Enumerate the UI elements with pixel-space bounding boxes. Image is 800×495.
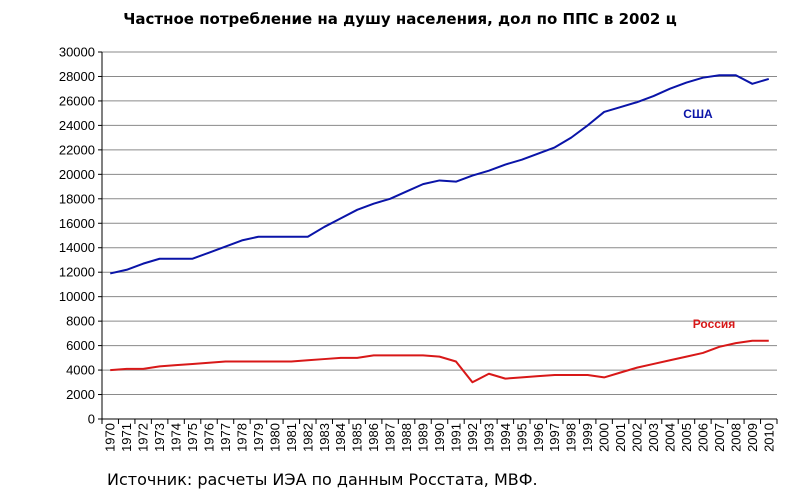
x-tick-label: 2008 — [728, 423, 743, 452]
y-tick-label: 28000 — [59, 69, 95, 84]
x-tick-label: 1994 — [498, 423, 513, 452]
axes — [98, 51, 778, 424]
y-tick-label: 24000 — [59, 118, 95, 133]
y-tick-label: 6000 — [66, 338, 95, 353]
x-tick-label: 2000 — [597, 423, 612, 452]
x-tick-label: 2001 — [613, 423, 628, 452]
x-tick-label: 1982 — [300, 423, 315, 452]
x-tick-label: 1991 — [448, 423, 463, 452]
series-line — [110, 74, 770, 275]
x-tick-label: 1995 — [514, 423, 529, 452]
series-label: США — [683, 107, 713, 121]
y-tick-label: 10000 — [59, 289, 95, 304]
y-tick-label: 4000 — [66, 363, 95, 378]
x-tick-label: 1976 — [202, 423, 217, 452]
y-tick-label: 14000 — [59, 240, 95, 255]
x-tick-label: 1973 — [152, 423, 167, 452]
x-tick-label: 1972 — [136, 423, 151, 452]
x-tick-label: 1981 — [284, 423, 299, 452]
x-tick-labels: 1970 1971 1972 1973 1974 1975 1976 1977 1978 1979… — [103, 423, 777, 452]
x-tick-label: 1983 — [317, 423, 332, 452]
x-tick-label: 1998 — [564, 423, 579, 452]
x-tick-label: 2009 — [745, 423, 760, 452]
x-tick-label: 2003 — [646, 423, 661, 452]
x-tick-label: 1999 — [580, 423, 595, 452]
x-tick-label: 1974 — [169, 423, 184, 452]
chart-title: Частное потребление на душу населения, д… — [123, 10, 677, 28]
x-tick-label: 1979 — [251, 423, 266, 452]
x-tick-label: 2005 — [679, 423, 694, 452]
x-tick-label: 1988 — [399, 423, 414, 452]
x-tick-label: 1992 — [465, 423, 480, 452]
x-tick-label: 2002 — [630, 423, 645, 452]
x-tick-label: 1978 — [234, 423, 249, 452]
x-tick-label: 1986 — [366, 423, 381, 452]
x-tick-label: 1984 — [333, 423, 348, 452]
x-tick-label: 2004 — [662, 423, 677, 452]
x-tick-label: 1971 — [119, 423, 134, 452]
y-tick-label: 26000 — [59, 93, 95, 108]
x-tick-label: 1997 — [547, 423, 562, 452]
y-tick-label: 16000 — [59, 216, 95, 231]
x-tick-label: 1993 — [481, 423, 496, 452]
x-tick-label: 2007 — [712, 423, 727, 452]
x-tick-label: 1989 — [416, 423, 431, 452]
y-tick-labels: 0 2000 4000 6000 8000 10000 12000 14000 16000 180… — [59, 45, 95, 427]
x-tick-label: 1970 — [103, 423, 118, 452]
source-note: Источник: расчеты ИЭА по данным Росстата… — [107, 470, 538, 489]
x-tick-label: 2010 — [761, 423, 776, 452]
x-tick-label: 2006 — [695, 423, 710, 452]
y-tick-label: 20000 — [59, 167, 95, 182]
series-line — [110, 339, 769, 384]
y-tick-label: 18000 — [59, 191, 95, 206]
y-tick-label: 0 — [88, 412, 95, 427]
y-tick-label: 22000 — [59, 142, 95, 157]
y-tick-label: 12000 — [59, 265, 95, 280]
x-tick-label: 1977 — [218, 423, 233, 452]
series-labels: США Россия — [683, 107, 735, 331]
x-tick-label: 1985 — [350, 423, 365, 452]
y-tick-label: 2000 — [66, 387, 95, 402]
x-tick-label: 1987 — [383, 423, 398, 452]
x-tick-label: 1980 — [267, 423, 282, 452]
series-label: Россия — [693, 317, 736, 331]
y-tick-label: 8000 — [66, 314, 95, 329]
y-tick-label: 30000 — [59, 45, 95, 60]
grid-lines — [102, 51, 777, 396]
series-lines — [110, 74, 770, 384]
x-tick-label: 1996 — [531, 423, 546, 452]
x-tick-label: 1975 — [185, 423, 200, 452]
x-tick-label: 1990 — [432, 423, 447, 452]
